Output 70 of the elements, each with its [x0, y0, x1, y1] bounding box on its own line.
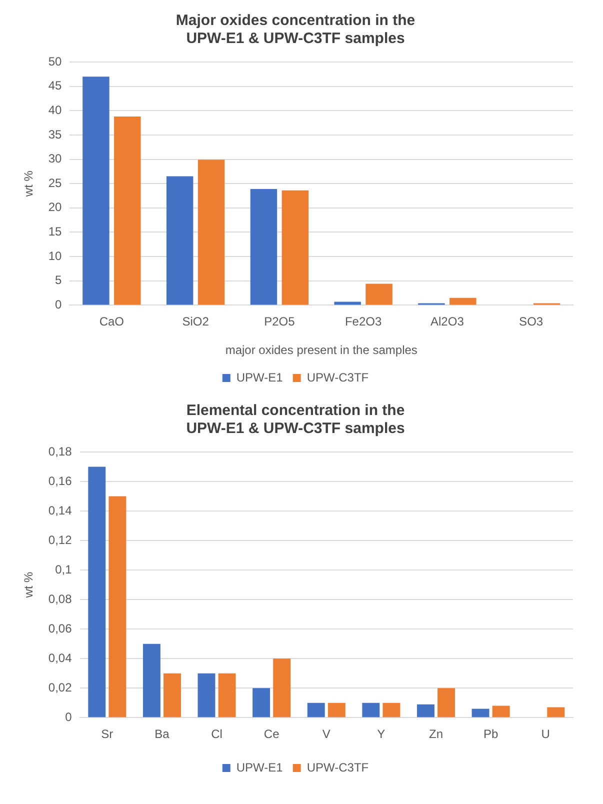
bar — [450, 298, 476, 305]
bar — [438, 688, 455, 718]
x-tick-label: CaO — [99, 314, 124, 329]
bar — [252, 688, 270, 718]
legend-label: UPW-C3TF — [306, 760, 369, 774]
y-tick-label: 0,02 — [48, 680, 72, 694]
y-tick-label: 35 — [48, 127, 62, 142]
bar — [164, 673, 181, 718]
x-tick-label: SiO2 — [182, 314, 210, 329]
bar — [282, 190, 309, 305]
bar — [166, 176, 194, 305]
y-tick-label: 0,08 — [48, 592, 72, 606]
y-tick-label: 50 — [48, 54, 62, 68]
y-tick-label: 0,16 — [48, 474, 72, 488]
bar — [362, 702, 380, 718]
y-tick-label: 45 — [48, 78, 62, 93]
bar — [250, 188, 278, 305]
y-axis-title: wt % — [22, 170, 36, 198]
bar — [472, 708, 490, 718]
y-tick-label: 5 — [55, 273, 62, 288]
bar — [108, 496, 126, 718]
legend-label: UPW-C3TF — [306, 370, 369, 384]
y-tick-label: 0,18 — [48, 444, 72, 458]
bar — [382, 702, 400, 718]
bar — [273, 658, 291, 718]
x-tick-label: Al2O3 — [430, 314, 464, 329]
bar — [198, 160, 225, 305]
y-tick-label: 0,06 — [48, 621, 72, 636]
y-tick-label: 0 — [55, 298, 62, 312]
x-tick-label: SO3 — [519, 314, 544, 329]
x-tick-label: Y — [377, 727, 386, 742]
x-tick-label: Ce — [264, 727, 280, 742]
chart-title: Elemental concentration in the UPW-E1 & UPW-C3TF samples — [186, 402, 405, 438]
y-tick-label: 30 — [48, 152, 62, 166]
y-tick-label: 25 — [48, 176, 62, 190]
bar — [492, 706, 510, 718]
x-tick-label: P2O5 — [264, 314, 296, 329]
y-tick-label: 20 — [48, 200, 62, 214]
bar — [307, 702, 325, 718]
y-tick-label: 40 — [48, 102, 62, 117]
x-axis-title: major oxides present in the samples — [225, 343, 418, 358]
x-tick-label: V — [322, 727, 330, 742]
y-tick-label: 0,12 — [48, 532, 72, 547]
x-tick-label: Ba — [154, 727, 170, 742]
bar — [82, 76, 110, 305]
legend-label: UPW-E1 — [236, 760, 284, 774]
y-tick-label: 10 — [48, 248, 62, 263]
bar — [547, 707, 565, 718]
bar — [88, 466, 106, 718]
x-tick-label: Pb — [483, 727, 498, 742]
bar — [328, 702, 346, 718]
y-axis-title: wt % — [22, 571, 36, 599]
x-tick-label: Fe2O3 — [344, 314, 382, 329]
x-tick-label: U — [541, 727, 550, 742]
y-tick-label: 15 — [48, 224, 62, 239]
y-tick-label: 0 — [65, 710, 72, 724]
bar — [114, 116, 141, 305]
bar — [366, 284, 392, 305]
chart-title: Major oxides concentration in the UPW-E1 & UPW-C3TF samples — [176, 12, 416, 48]
bar — [416, 704, 434, 718]
y-tick-label: 0,1 — [55, 562, 72, 576]
x-tick-label: Sr — [101, 727, 114, 742]
y-tick-label: 0,14 — [48, 503, 72, 518]
legend-label: UPW-E1 — [236, 370, 284, 384]
bar — [218, 673, 236, 718]
y-tick-label: 0,04 — [48, 650, 72, 665]
bar — [198, 673, 216, 718]
x-tick-label: Zn — [428, 727, 443, 742]
bar — [142, 644, 160, 718]
x-tick-label: Cl — [211, 727, 222, 742]
